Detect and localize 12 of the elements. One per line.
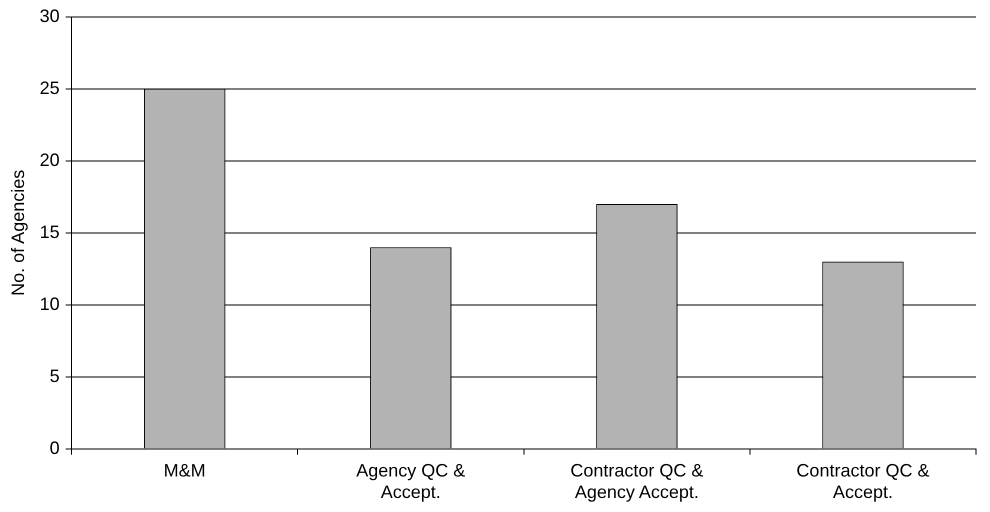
x-tick-label: M&M [164, 460, 206, 481]
y-tick-label: 20 [40, 150, 60, 170]
x-tick-label: Contractor QC & Accept. [796, 460, 930, 502]
y-tick-label: 10 [40, 294, 60, 314]
y-axis-title: No. of Agencies [8, 170, 28, 296]
x-tick-label: Contractor QC & Agency Accept. [570, 460, 704, 502]
x-tick-label: Agency QC & Accept. [356, 460, 466, 502]
y-tick-label: 25 [40, 78, 60, 98]
y-tick-label: 30 [40, 6, 60, 26]
y-tick-label: 15 [40, 222, 60, 242]
y-tick-label: 5 [50, 366, 60, 386]
y-tick-label: 0 [50, 438, 60, 458]
